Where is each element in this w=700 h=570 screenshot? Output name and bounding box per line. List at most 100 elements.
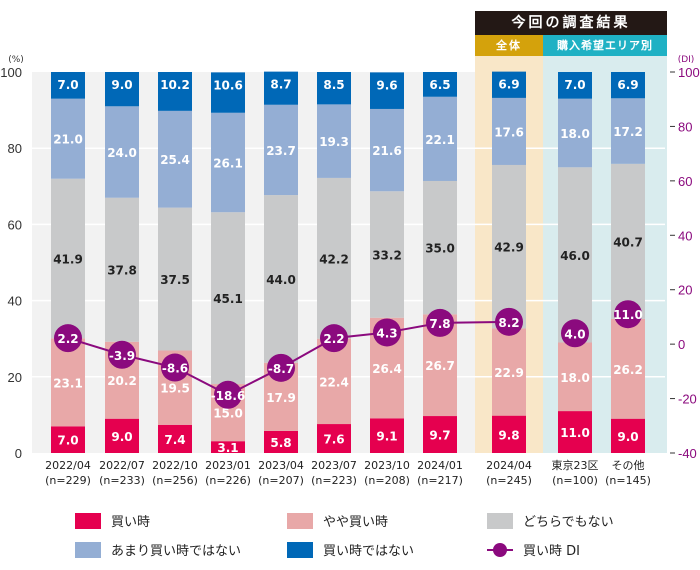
y2-tick-label: 60	[678, 174, 692, 189]
bar-segment-not-buy	[158, 72, 192, 111]
y2-tick-label: 80	[678, 119, 692, 134]
data-label-somewhat-buy: 17.9	[266, 391, 296, 405]
bar-segment-buy	[158, 424, 192, 453]
data-label-buy: 7.6	[323, 433, 344, 447]
data-label-not-buy: 7.0	[57, 78, 78, 92]
y-tick-label: 0	[15, 446, 22, 461]
y2-tick-label: -20	[678, 392, 697, 407]
legend-label: あまり買い時ではない	[111, 544, 242, 559]
data-label-not-buy: 8.5	[323, 78, 344, 92]
di-data-label: 11.0	[613, 308, 643, 322]
data-label-neither: 42.9	[494, 241, 524, 255]
bar-segment-buy	[423, 416, 457, 453]
legend-item-not-really: あまり買い時ではない	[75, 540, 241, 559]
bar-segment-buy	[492, 415, 526, 453]
data-label-not-really: 23.7	[266, 144, 296, 158]
data-label-not-buy: 8.7	[270, 78, 291, 92]
data-label-buy: 7.4	[164, 433, 185, 447]
y2-tick-label: 100	[678, 65, 700, 80]
di-data-label: -8.7	[268, 362, 294, 376]
di-point	[108, 340, 136, 369]
legend-label: 買い時 DI	[523, 544, 580, 559]
x-sample-size-label: (n=256)	[152, 474, 198, 487]
x-sample-size-label: (n=223)	[311, 474, 357, 487]
bar-segment-neither	[317, 177, 351, 339]
bar-segment-buy	[558, 411, 592, 453]
x-tick-label: 2022/04	[45, 459, 91, 472]
data-label-buy: 9.0	[111, 430, 132, 444]
bar-segment-not-really	[423, 96, 457, 181]
x-tick-label: 2023/01	[205, 459, 251, 472]
y-tick-label: 40	[8, 294, 22, 309]
data-label-not-really: 21.6	[372, 144, 402, 158]
di-data-label: -3.9	[109, 349, 135, 363]
data-label-not-buy: 10.2	[160, 78, 190, 92]
x-sample-size-label: (n=233)	[99, 474, 145, 487]
legend-item-not-buy: 買い時ではない	[287, 540, 414, 559]
data-label-neither: 37.5	[160, 273, 190, 287]
bar-segment-not-buy	[317, 72, 351, 105]
y2-tick-label: 40	[678, 228, 692, 243]
data-label-neither: 46.0	[560, 249, 590, 263]
di-data-label: -8.6	[162, 362, 188, 376]
bar-segment-not-really	[211, 112, 245, 213]
data-label-not-really: 21.0	[53, 133, 83, 147]
data-label-not-really: 24.0	[107, 146, 137, 160]
bar-segment-neither	[558, 167, 592, 343]
x-tick-label: 2024/04	[486, 459, 532, 472]
data-label-buy: 9.0	[617, 430, 638, 444]
bar-segment-buy	[370, 418, 404, 453]
y2-tick-label: 20	[678, 283, 692, 298]
data-label-not-buy: 10.6	[213, 78, 243, 92]
bar-segment-somewhat-buy	[51, 338, 85, 427]
data-label-somewhat-buy: 18.0	[560, 371, 590, 385]
data-label-neither: 33.2	[372, 248, 402, 262]
x-tick-label: 2023/04	[258, 459, 304, 472]
data-label-somewhat-buy: 23.1	[53, 376, 83, 390]
data-label-buy: 3.1	[217, 441, 238, 455]
legend-item-neither: どちらでもない	[487, 511, 614, 530]
bar-segment-not-buy	[105, 72, 139, 107]
di-point	[320, 324, 348, 353]
data-label-not-really: 17.6	[494, 125, 524, 139]
x-tick-label: 2024/01	[417, 459, 463, 472]
data-label-neither: 42.2	[319, 252, 349, 266]
bar-segment-neither	[370, 191, 404, 318]
bar-segment-somewhat-buy	[317, 338, 351, 425]
data-label-not-really: 17.2	[613, 125, 643, 139]
di-point	[561, 319, 589, 348]
data-label-buy: 5.8	[270, 436, 291, 450]
bar-segment-not-really	[317, 104, 351, 178]
bar-segment-not-buy	[492, 71, 526, 98]
data-label-not-buy: 9.0	[111, 78, 132, 92]
legend-item-di: 買い時 DI	[487, 540, 580, 559]
data-label-somewhat-buy: 26.2	[613, 363, 643, 377]
data-label-neither: 37.8	[107, 264, 137, 278]
data-label-somewhat-buy: 26.7	[425, 359, 455, 373]
legend: 買い時 やや買い時 どちらでもない あまり買い時ではない 買い時ではない 買い時…	[0, 505, 700, 565]
y2-tick-label: 0	[678, 337, 685, 352]
y-tick-label: 60	[8, 217, 22, 232]
y-tick-label: 20	[8, 370, 22, 385]
data-label-not-buy: 9.6	[376, 78, 397, 92]
data-label-buy: 9.8	[498, 428, 519, 442]
di-point	[161, 353, 189, 382]
legend-item-buy: 買い時	[75, 511, 150, 530]
bar-segment-not-really	[264, 104, 298, 196]
bar-segment-buy	[317, 424, 351, 453]
bar-segment-not-really	[370, 108, 404, 192]
x-tick-label: 2023/10	[364, 459, 410, 472]
bar-segment-somewhat-buy	[611, 318, 645, 419]
bar-segment-not-really	[51, 98, 85, 179]
data-label-buy: 7.0	[57, 434, 78, 448]
overall-header: 全体	[475, 35, 543, 56]
bar-segment-not-buy	[611, 72, 645, 99]
bar-segment-somewhat-buy	[558, 342, 592, 412]
legend-item-somewhat-buy: やや買い時	[287, 511, 388, 530]
legend-label: 買い時ではない	[323, 544, 415, 559]
data-label-buy: 9.7	[429, 429, 450, 443]
data-label-not-really: 19.3	[319, 135, 349, 149]
di-data-label: 4.3	[376, 326, 397, 340]
stacked-bar-chart: (%)020406080100(DI)-40-200204060801007.0…	[0, 55, 700, 487]
bar-segment-buy	[211, 441, 245, 453]
